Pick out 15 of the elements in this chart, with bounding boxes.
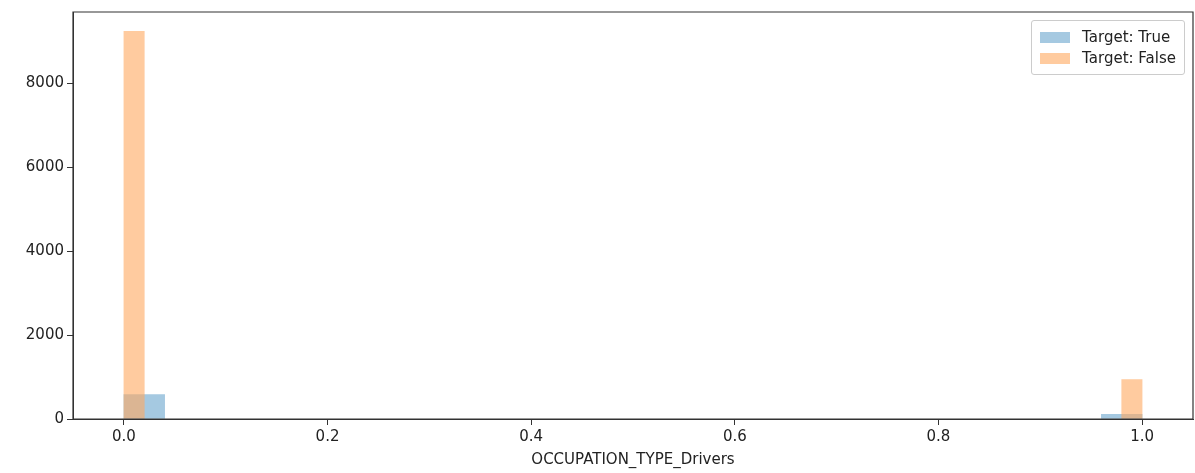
x-tick-label: 1.0 bbox=[1130, 426, 1155, 445]
x-tick-label: 0.4 bbox=[519, 426, 544, 445]
y-tick-label: 4000 bbox=[25, 241, 64, 260]
y-tick-label: 6000 bbox=[25, 157, 64, 176]
y-tick-label: 8000 bbox=[25, 73, 64, 92]
legend-label: Target: True bbox=[1082, 28, 1171, 46]
x-axis-title: OCCUPATION_TYPE_Drivers bbox=[531, 449, 735, 469]
legend-label: Target: False bbox=[1082, 49, 1176, 67]
x-tick-label: 0.6 bbox=[722, 426, 747, 445]
y-tick-label: 2000 bbox=[25, 324, 64, 343]
y-tick-label: 0 bbox=[54, 408, 64, 427]
x-tick-label: 0.8 bbox=[926, 426, 951, 445]
x-tick-label: 0.0 bbox=[111, 426, 136, 445]
x-tick-label: 0.2 bbox=[315, 426, 340, 445]
bar bbox=[123, 394, 165, 419]
